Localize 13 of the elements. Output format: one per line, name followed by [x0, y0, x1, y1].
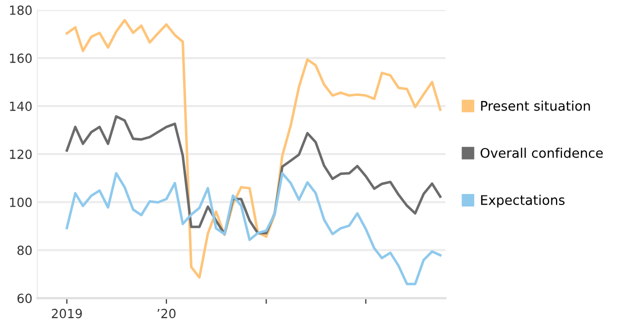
- legend-label: Overall confidence: [480, 148, 603, 158]
- x-tick-label: ’20: [158, 308, 176, 318]
- legend-label: Expectations: [481, 194, 565, 208]
- y-tick-label: 60: [17, 294, 32, 304]
- y-tick-label: 80: [17, 246, 32, 256]
- legend-label: Present situation: [481, 100, 590, 111]
- line-series: [66, 172, 442, 286]
- y-tick-label: 100: [10, 198, 32, 208]
- y-tick-label: 180: [10, 6, 32, 15]
- y-tick-label: 160: [10, 54, 32, 63]
- x-tick-label: 2019: [52, 308, 82, 318]
- y-tick-label: 120: [10, 150, 32, 160]
- y-tick-label: 140: [10, 102, 32, 112]
